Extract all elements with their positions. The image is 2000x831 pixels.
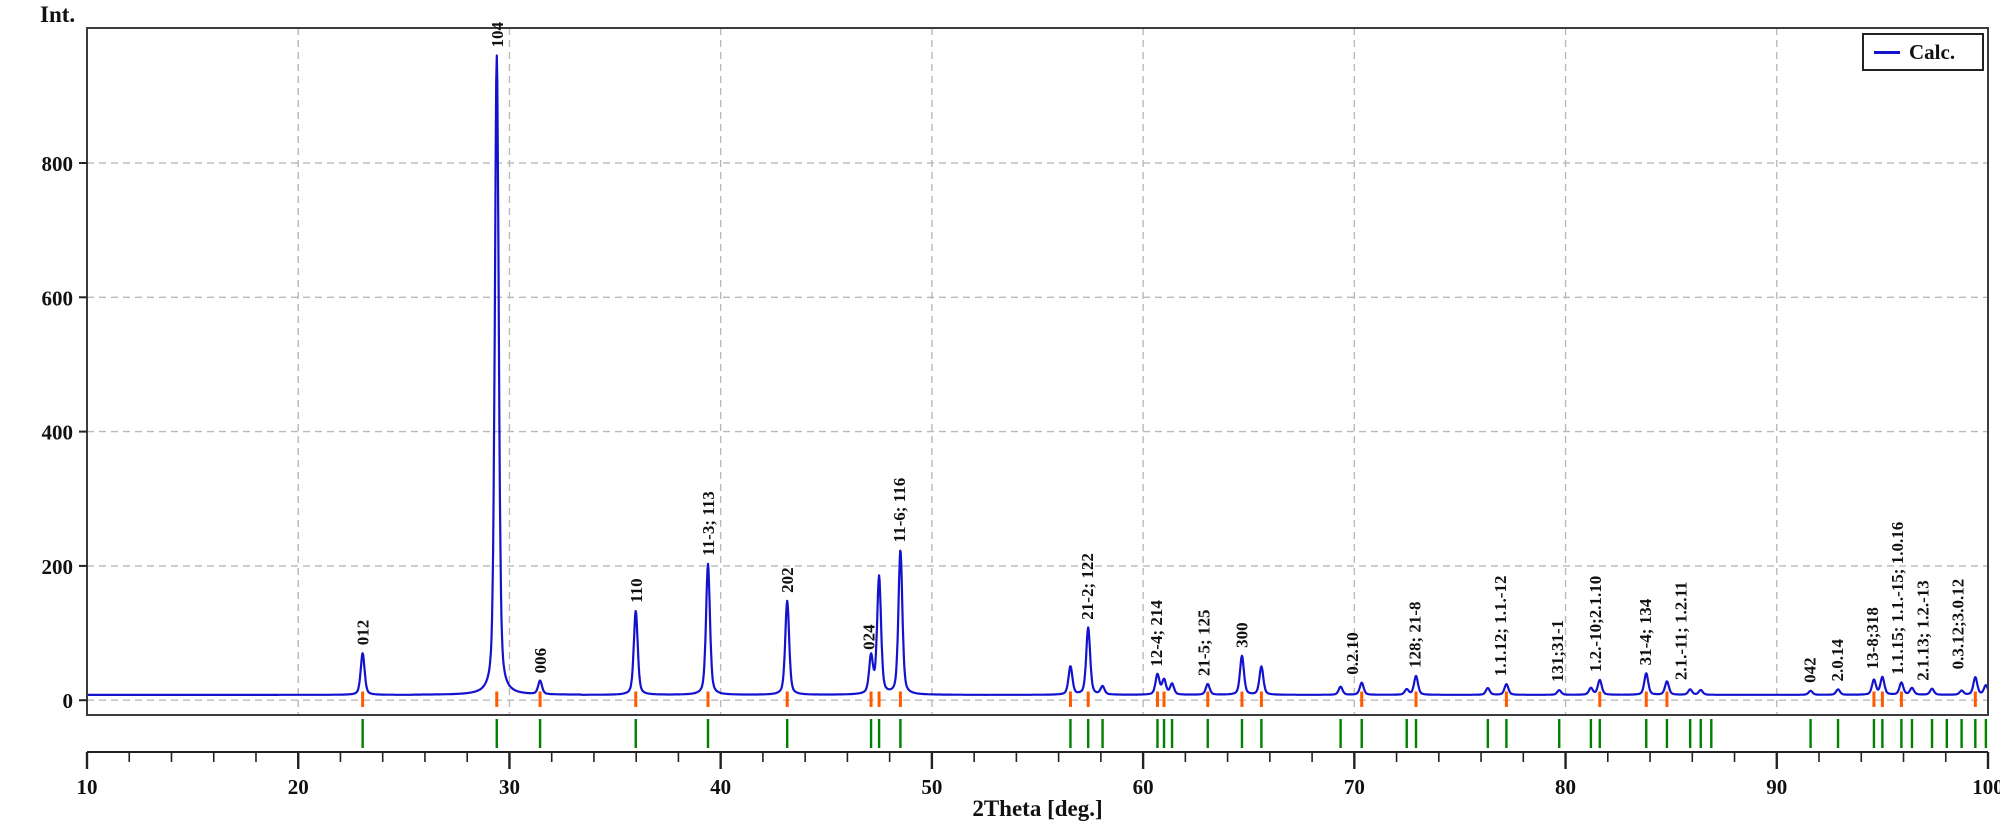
x-tick-label: 90: [1766, 775, 1787, 799]
peak-hkl-label: 2.1.-11; 1.2.11: [1672, 581, 1691, 680]
peak-hkl-label: 12-4; 214: [1147, 600, 1166, 667]
legend-line-swatch: [1874, 50, 1900, 54]
y-tick-label: 800: [42, 152, 74, 176]
peak-hkl-label: 128; 21-8: [1406, 601, 1425, 668]
x-tick-label: 100: [1972, 775, 2000, 799]
peak-hkl-label: 110: [627, 578, 646, 603]
y-axis-title: Int.: [40, 2, 76, 27]
peak-hkl-label: 31-4; 134: [1636, 598, 1655, 665]
peak-hkl-label: 1.1.15; 1.1.-15; 1.0.16: [1888, 522, 1907, 675]
peak-hkl-label: 006: [531, 648, 550, 674]
peak-hkl-label: 0.3.12;3.0.12: [1948, 579, 1967, 670]
peak-hkl-label: 0.2.10: [1343, 632, 1362, 675]
peak-hkl-label: 131;31-1: [1548, 620, 1567, 682]
peak-hkl-label: 300: [1232, 622, 1251, 648]
x-tick-label: 50: [921, 775, 942, 799]
plot-border: [86, 27, 1989, 716]
peak-hkl-label: 11-3; 113: [699, 491, 718, 556]
peak-hkl-label: 1.1.12; 1.1.-12: [1491, 576, 1510, 677]
peak-hkl-label: 11-6; 116: [890, 478, 909, 543]
peak-hkl-label: 21-5; 125: [1194, 610, 1213, 677]
x-tick-label: 30: [499, 775, 520, 799]
x-tick-label: 70: [1344, 775, 1365, 799]
legend-box: Calc.: [1862, 33, 1984, 71]
peak-hkl-label: 104: [488, 22, 507, 48]
x-axis-title: 2Theta [deg.]: [972, 796, 1103, 821]
peak-hkl-label: 202: [778, 567, 797, 593]
peak-hkl-label: 042: [1801, 657, 1820, 683]
peak-hkl-label: 21-2; 122: [1078, 553, 1097, 620]
peak-hkl-label: 2.0.14: [1828, 638, 1847, 681]
peak-hkl-label: 012: [354, 620, 373, 646]
y-tick-label: 400: [42, 421, 74, 445]
peak-hkl-label: 13-8;318: [1863, 607, 1882, 669]
peak-hkl-label: 024: [860, 624, 879, 650]
y-tick-label: 0: [63, 689, 74, 713]
x-tick-label: 10: [77, 775, 98, 799]
y-tick-label: 200: [42, 555, 74, 579]
diffraction-trace: [86, 54, 1990, 697]
x-tick-label: 40: [710, 775, 731, 799]
peak-hkl-label: 2.1.13; 1.2.-13: [1914, 580, 1933, 681]
x-tick-label: 20: [288, 775, 309, 799]
legend-series-label: Calc.: [1909, 39, 1956, 64]
x-tick-label: 80: [1555, 775, 1576, 799]
x-tick-label: 60: [1133, 775, 1154, 799]
y-tick-label: 600: [42, 286, 74, 310]
peak-hkl-label: 1.2.-10;2.1.10: [1586, 576, 1605, 672]
